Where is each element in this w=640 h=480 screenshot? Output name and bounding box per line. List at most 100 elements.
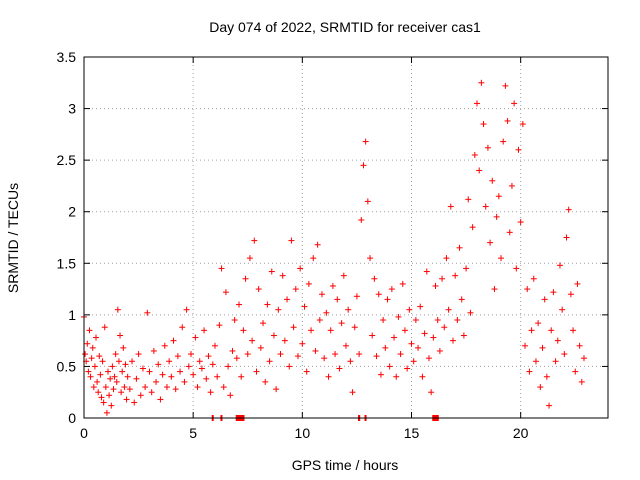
data-point	[251, 237, 258, 244]
data-point	[270, 332, 277, 339]
data-point	[386, 363, 393, 370]
y-tick-label: 3	[68, 101, 76, 117]
data-point	[484, 144, 491, 151]
data-point	[288, 237, 295, 244]
data-point	[196, 358, 203, 365]
data-point	[439, 275, 446, 282]
data-point	[157, 396, 164, 403]
data-point	[546, 402, 553, 409]
data-point	[292, 286, 299, 293]
data-point	[126, 386, 133, 393]
data-point	[567, 291, 574, 298]
data-point	[449, 337, 456, 344]
data-point	[570, 327, 577, 334]
plot-frame	[83, 56, 609, 419]
data-point	[264, 301, 271, 308]
data-point	[506, 229, 513, 236]
data-point	[325, 373, 332, 380]
data-point	[519, 121, 526, 128]
data-point	[432, 282, 439, 289]
data-point	[233, 355, 240, 362]
data-point	[115, 358, 122, 365]
data-point	[554, 337, 561, 344]
data-point	[117, 332, 124, 339]
data-point	[578, 378, 585, 385]
data-point	[580, 355, 587, 362]
y-tick-label: 3.5	[57, 49, 77, 65]
data-point	[480, 121, 487, 128]
data-point	[107, 375, 114, 382]
data-point	[101, 324, 108, 331]
data-point	[327, 327, 334, 334]
y-tick-label: 0	[68, 410, 76, 426]
data-point	[532, 358, 539, 365]
data-point	[290, 324, 297, 331]
data-point	[88, 355, 95, 362]
data-point	[150, 347, 157, 354]
data-point	[380, 317, 387, 324]
x-axis-title: GPS time / hours	[292, 457, 399, 473]
data-point	[266, 358, 273, 365]
data-point	[102, 384, 109, 391]
data-point	[172, 386, 179, 393]
data-point	[120, 344, 127, 351]
data-point	[430, 334, 437, 341]
data-point	[236, 301, 243, 308]
data-point	[364, 198, 371, 205]
data-point	[561, 351, 568, 358]
data-point	[249, 337, 256, 344]
data-point	[345, 306, 352, 313]
data-point	[436, 347, 443, 354]
data-point	[467, 309, 474, 316]
data-point	[131, 399, 138, 406]
data-point	[279, 272, 286, 279]
data-point	[110, 386, 117, 393]
data-point	[192, 334, 199, 341]
data-point	[109, 363, 116, 370]
data-point	[218, 265, 225, 272]
data-point	[425, 355, 432, 362]
data-point	[246, 255, 253, 262]
data-point	[399, 280, 406, 287]
data-point	[277, 351, 284, 358]
data-point	[137, 392, 144, 399]
data-point	[563, 234, 570, 241]
data-point	[124, 373, 131, 380]
data-point	[323, 309, 330, 316]
data-point	[87, 373, 94, 380]
data-point	[227, 392, 234, 399]
data-point	[476, 167, 483, 174]
data-point	[174, 353, 181, 360]
y-tick-label: 0.5	[57, 358, 77, 374]
data-point	[94, 378, 101, 385]
data-point	[203, 375, 210, 382]
data-point	[408, 340, 415, 347]
data-point	[299, 340, 306, 347]
x-tick-label: 10	[295, 425, 311, 441]
data-point	[508, 182, 515, 189]
data-point	[108, 402, 115, 409]
data-point	[539, 344, 546, 351]
y-tick-label: 2.5	[57, 152, 77, 168]
data-point	[161, 342, 168, 349]
data-point	[229, 347, 236, 354]
data-point	[185, 363, 192, 370]
data-point	[114, 306, 121, 313]
data-point	[106, 392, 113, 399]
data-point	[96, 353, 103, 360]
data-point	[417, 303, 424, 310]
data-point	[90, 384, 97, 391]
data-point	[82, 351, 89, 358]
data-point	[511, 100, 518, 107]
y-tick-label: 1	[68, 307, 76, 323]
data-point	[181, 378, 188, 385]
data-point	[135, 351, 142, 358]
data-point	[423, 268, 430, 275]
data-point	[565, 206, 572, 213]
data-point	[99, 358, 106, 365]
y-tick-label: 2	[68, 204, 76, 220]
data-point	[362, 138, 369, 145]
data-point	[502, 82, 509, 89]
data-point	[262, 378, 269, 385]
data-point	[275, 306, 282, 313]
